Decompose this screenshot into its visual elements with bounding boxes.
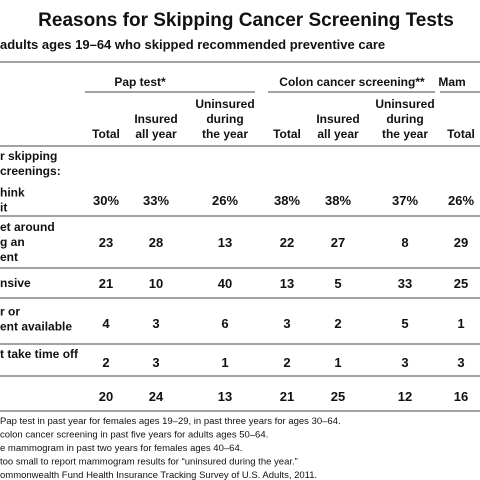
cell: 38% [325, 193, 351, 208]
cell: 12 [398, 389, 412, 404]
cell: 13 [218, 389, 232, 404]
cell: 6 [221, 316, 228, 331]
cell: 21 [280, 389, 294, 404]
cell: 38% [274, 193, 300, 208]
cell: 3 [152, 355, 159, 370]
column-header: Uninsured [195, 97, 254, 111]
column-header: during [386, 112, 423, 126]
row-label: r or [0, 305, 20, 319]
cell: 2 [102, 355, 109, 370]
cell: 3 [283, 316, 290, 331]
column-header: Uninsured [375, 97, 434, 111]
cell: 1 [457, 316, 464, 331]
cell: 8 [401, 235, 408, 250]
cell: 1 [334, 355, 341, 370]
footnote: colon cancer screening in past five year… [0, 430, 268, 441]
cell: 3 [401, 355, 408, 370]
cell: 23 [99, 235, 113, 250]
footnote: too small to report mammogram results fo… [0, 457, 298, 468]
subtitle: adults ages 19–64 who skipped recommende… [0, 37, 385, 52]
column-header: Total [92, 127, 120, 141]
column-header: Insured [316, 112, 359, 126]
cell: 24 [149, 389, 164, 404]
column-header: during [206, 112, 243, 126]
footnote: Pap test in past year for females ages 1… [0, 416, 341, 427]
row-label: it [0, 201, 7, 215]
cell: 4 [102, 316, 110, 331]
group-header: Mam [438, 75, 465, 89]
column-header: all year [135, 127, 177, 141]
footnote: e mammogram in past two years for female… [0, 443, 242, 454]
cell: 5 [334, 276, 341, 291]
cell: 25 [454, 276, 468, 291]
column-header: Total [273, 127, 301, 141]
cell: 2 [334, 316, 341, 331]
cell: 37% [392, 193, 418, 208]
cell: 22 [280, 235, 294, 250]
cell: 40 [218, 276, 232, 291]
cell: 25 [331, 389, 345, 404]
row-label: ent [0, 250, 18, 264]
cell: 20 [99, 389, 113, 404]
cell: 3 [457, 355, 464, 370]
column-header: the year [382, 127, 428, 141]
cell: 5 [401, 316, 408, 331]
cell: 10 [149, 276, 163, 291]
cell: 29 [454, 235, 468, 250]
column-header: all year [317, 127, 359, 141]
row-label: nsive [0, 276, 31, 290]
group-header: Colon cancer screening** [279, 75, 425, 89]
row-label: t take time off [0, 347, 79, 361]
cell: 13 [280, 276, 294, 291]
group-header: Pap test* [114, 75, 166, 89]
section-label: r skipping [0, 149, 57, 163]
cell: 33 [398, 276, 412, 291]
cell: 26% [212, 193, 238, 208]
section-label: creenings: [0, 164, 61, 178]
row-label: g an [0, 235, 25, 249]
cell: 26% [448, 193, 474, 208]
row-label: hink [0, 186, 25, 200]
cell: 16 [454, 389, 468, 404]
cell: 2 [283, 355, 290, 370]
column-header: Total [447, 127, 475, 141]
cell: 3 [152, 316, 159, 331]
cell: 13 [218, 235, 232, 250]
cell: 33% [143, 193, 169, 208]
column-header: Insured [134, 112, 177, 126]
cell: 28 [149, 235, 163, 250]
column-header: the year [202, 127, 248, 141]
cell: 30% [93, 193, 119, 208]
row-label: ent available [0, 320, 72, 334]
cell: 21 [99, 276, 113, 291]
title: Reasons for Skipping Cancer Screening Te… [38, 10, 454, 31]
footnote: ommonwealth Fund Health Insurance Tracki… [0, 470, 317, 480]
cell: 1 [221, 355, 228, 370]
cell: 27 [331, 235, 345, 250]
row-label: et around [0, 220, 55, 234]
